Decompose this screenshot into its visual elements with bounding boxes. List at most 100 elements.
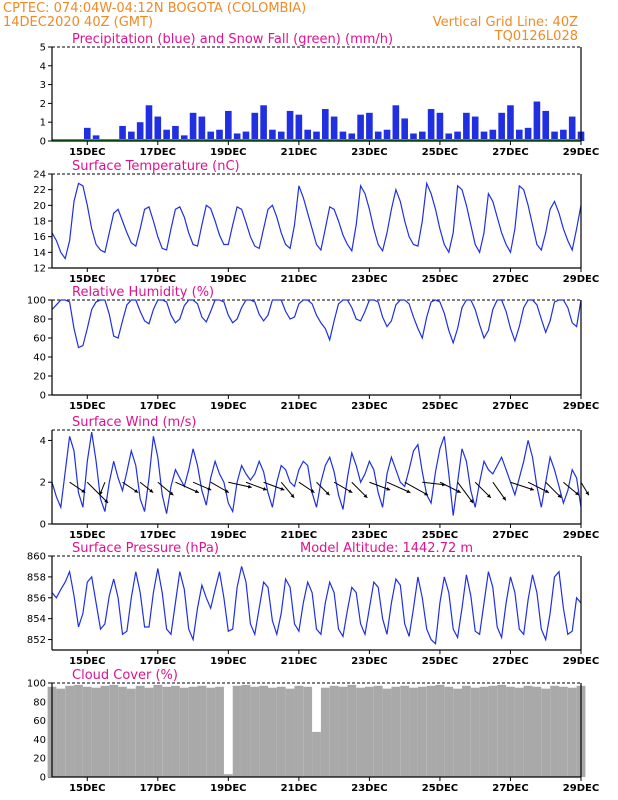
y-tick-label: 2 xyxy=(40,478,46,489)
cloud-bar xyxy=(109,684,119,777)
pressure-line xyxy=(51,566,582,645)
x-tick-label: 25DEC xyxy=(422,274,458,285)
precip-bar xyxy=(551,131,558,141)
y-tick-label: 20 xyxy=(33,754,46,765)
panel-title-cloud: Cloud Cover (%) xyxy=(72,668,178,683)
x-tick-label: 21DEC xyxy=(281,147,317,158)
precip-bar xyxy=(392,105,400,141)
y-tick-label: 0 xyxy=(40,520,46,531)
cloud-bar xyxy=(223,774,233,777)
header-run-id: TQ0126L028 xyxy=(494,29,578,44)
wind-vector xyxy=(422,481,446,486)
x-tick-label: 27DEC xyxy=(492,656,528,667)
y-tick-label: 12 xyxy=(33,264,46,275)
y-tick-label: 860 xyxy=(27,552,46,563)
header-grid-note: Vertical Grid Line: 40Z xyxy=(433,15,578,30)
y-tick-label: 854 xyxy=(27,614,46,625)
precip-bar xyxy=(269,129,276,141)
cloud-bar xyxy=(197,685,207,777)
humidity-line xyxy=(51,299,582,349)
x-tick-label: 21DEC xyxy=(281,783,317,794)
precip-bar xyxy=(445,133,453,141)
wind-vector-head xyxy=(486,493,491,498)
cloud-bar xyxy=(506,686,515,777)
cloud-bar xyxy=(294,685,304,777)
cloud-bar xyxy=(250,686,260,777)
y-tick-label: 1 xyxy=(40,118,46,129)
cloud-bar xyxy=(276,686,286,777)
cloud-bar xyxy=(426,685,436,777)
x-tick-label: 25DEC xyxy=(422,530,458,541)
x-tick-label: 23DEC xyxy=(351,274,387,285)
cloud-bar xyxy=(259,685,269,777)
precip-bar xyxy=(172,125,179,141)
wind-vector-head xyxy=(386,486,391,491)
cloud-bar xyxy=(91,687,101,777)
wind-vector-head xyxy=(310,489,315,493)
cloud-bar xyxy=(373,685,383,777)
panel-temperature: Surface Temperature (nC) 12 14 16 18 20 22 24 15… xyxy=(33,159,599,285)
precip-bar xyxy=(366,112,373,141)
wind-vector xyxy=(245,481,267,491)
x-tick-label: 15DEC xyxy=(69,147,105,158)
x-tick-label: 21DEC xyxy=(281,401,317,412)
x-tick-label: 21DEC xyxy=(281,530,317,541)
cloud-bar xyxy=(118,686,127,777)
x-tick-label: 17DEC xyxy=(140,530,176,541)
cloud-bar xyxy=(56,688,66,777)
wind-vector-head xyxy=(585,491,589,496)
cloud-bar xyxy=(558,686,568,777)
x-tick-label: 21DEC xyxy=(281,274,317,285)
precip-bar xyxy=(454,131,461,141)
y-tick-label: 3 xyxy=(40,80,46,91)
precip-bar xyxy=(560,129,567,141)
wind-vector-head xyxy=(134,489,139,493)
wind-vector-head xyxy=(99,491,103,496)
y-tick-label: 100 xyxy=(27,296,46,307)
cloud-bar xyxy=(444,686,454,777)
y-tick-label: 18 xyxy=(33,217,46,228)
wind-vector xyxy=(86,481,109,504)
x-tick-label: 27DEC xyxy=(492,147,528,158)
x-tick-label: 23DEC xyxy=(351,530,387,541)
precip-bar xyxy=(463,112,470,141)
wind-vector-head xyxy=(529,487,534,491)
panel-annotation: Model Altitude: 1442.72 m xyxy=(300,541,473,556)
precip-bar xyxy=(542,110,550,141)
wind-vector-head xyxy=(575,491,579,496)
precip-bar xyxy=(233,133,241,141)
x-tick-label: 19DEC xyxy=(210,401,246,412)
cloud-bar xyxy=(567,687,577,777)
y-tick-label: 0 xyxy=(40,137,46,148)
precip-bar xyxy=(568,116,576,141)
x-tick-label: 19DEC xyxy=(210,274,246,285)
cloud-bar xyxy=(215,686,224,777)
cloud-bar xyxy=(329,685,339,777)
cloud-bar xyxy=(338,686,348,777)
precip-bar xyxy=(304,129,311,141)
cloud-bar xyxy=(364,686,374,777)
y-tick-label: 16 xyxy=(33,232,46,243)
x-tick-label: 27DEC xyxy=(492,401,528,412)
y-tick-label: 100 xyxy=(27,679,46,690)
cloud-bar xyxy=(550,685,559,777)
wind-vector xyxy=(545,481,562,499)
wind-vector xyxy=(404,481,429,496)
cloud-bar xyxy=(179,687,189,777)
y-tick-label: 0 xyxy=(40,391,46,402)
precip-bar xyxy=(154,116,162,141)
precip-bar xyxy=(207,131,215,141)
precip-bar xyxy=(322,109,329,141)
cloud-bar xyxy=(391,686,401,777)
precip-bar xyxy=(295,114,303,141)
precip-bar xyxy=(471,116,479,141)
panel-title-humidity: Relative Humidity (%) xyxy=(72,285,214,300)
x-tick-label: 17DEC xyxy=(140,656,176,667)
cloud-bar xyxy=(497,684,507,777)
cloud-bar xyxy=(82,686,92,777)
y-tick-label: 4 xyxy=(40,61,46,72)
cloud-bar xyxy=(470,687,480,777)
precip-bar xyxy=(427,109,435,141)
y-tick-label: 60 xyxy=(33,334,46,345)
wind-vector xyxy=(439,481,461,494)
